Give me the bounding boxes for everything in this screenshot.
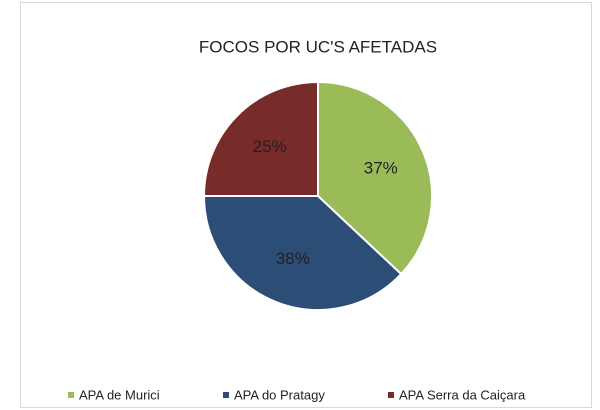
legend-label: APA do Pratagy	[234, 387, 325, 402]
legend-swatch	[68, 392, 74, 398]
data-label: 25%	[253, 137, 287, 156]
legend-label: APA de Murici	[79, 387, 160, 402]
legend-swatch	[223, 392, 229, 398]
pie-slice	[202, 195, 403, 311]
data-label: 38%	[276, 249, 310, 268]
pie-slice	[202, 80, 319, 197]
chart-title: FOCOS POR UC'S AFETADAS	[199, 37, 437, 56]
legend-label: APA Serra da Caiçara	[399, 387, 526, 402]
legend-swatch	[388, 392, 394, 398]
pie-slice	[317, 80, 433, 276]
data-label: 37%	[364, 158, 398, 177]
